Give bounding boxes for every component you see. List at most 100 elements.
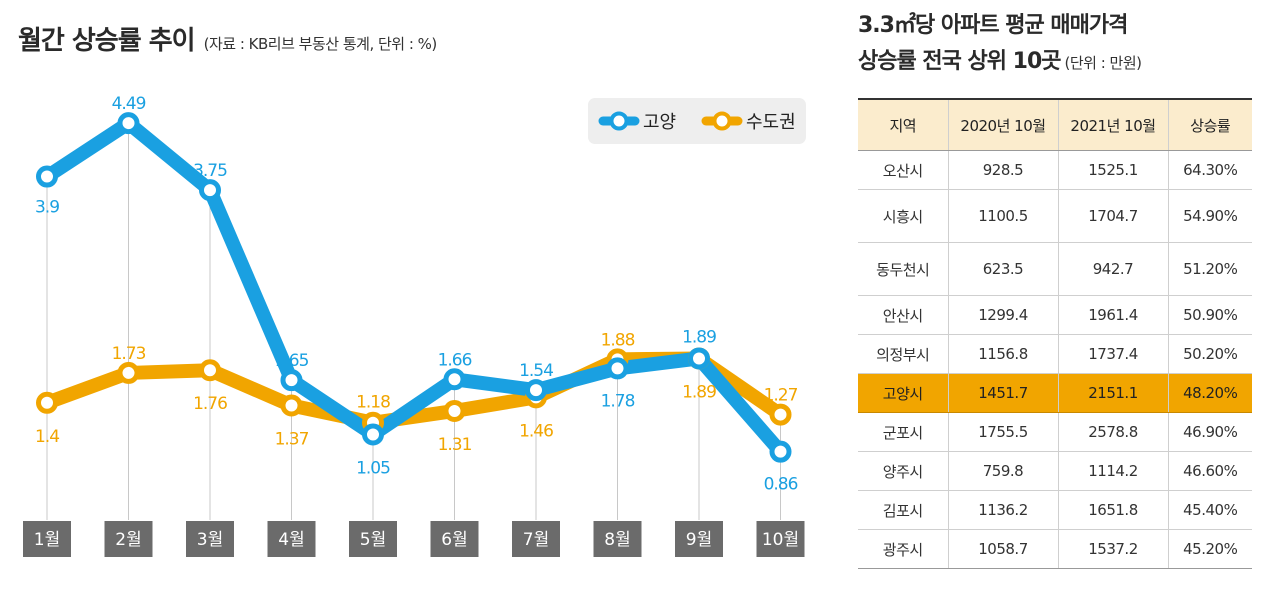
cell-rate: 50.90% [1167,295,1252,335]
cell-2021: 1651.8 [1057,490,1168,530]
table-row: 오산시 928.5 1525.1 64.30% [858,150,1252,190]
cell-2021: 1525.1 [1057,150,1168,190]
month-tick-label: 3월 [197,530,223,550]
legend: 고양 수도권 [588,98,806,144]
cell-rate: 46.60% [1167,451,1252,491]
cell-2020: 1100.5 [947,189,1058,243]
table-row: 시흥시 1100.5 1704.7 54.90% [858,189,1252,243]
month-tick: 8월 [593,521,642,557]
sudo-data-label: 1.27 [764,386,798,406]
header-2020: 2020년 10월 [947,98,1058,151]
sudo-data-label: 1.18 [356,393,390,413]
goyang-data-label: 1.54 [519,361,553,381]
sudo-data-label: 1.89 [682,382,716,402]
cell-2020: 928.5 [947,150,1058,190]
goyang-data-label: 3.9 [35,198,59,218]
goyang-data-label: 1.89 [682,327,716,347]
table-row: 의정부시 1156.8 1737.4 50.20% [858,334,1252,374]
chart-title-main: 월간 상승률 추이 [18,26,196,56]
cell-region: 김포시 [858,490,948,530]
cell-2020: 1299.4 [947,295,1058,335]
month-tick: 4월 [267,521,316,557]
table-row: 김포시 1136.2 1651.8 45.40% [858,490,1252,530]
month-tick-box [104,521,153,557]
month-tick-box [593,521,642,557]
table-row-highlight: 고양시 1451.7 2151.1 48.20% [858,373,1252,413]
goyang-point [36,165,58,188]
goyang-point [362,423,384,446]
sudo-data-label: 1.73 [112,344,146,364]
month-tick-box [756,521,805,557]
cell-2021: 1114.2 [1057,451,1168,491]
cell-2020: 1136.2 [947,490,1058,530]
month-tick-box [430,521,479,557]
sudo-data-label: 1.31 [438,435,472,455]
goyang-point [769,440,792,463]
month-tick-box [186,521,234,557]
cell-region: 동두천시 [858,242,948,296]
cell-rate: 51.20% [1167,242,1252,296]
month-tick-box [23,521,71,557]
month-tick-box [267,521,316,557]
legend-label: 수도권 [746,112,796,133]
goyang-point [525,379,547,402]
goyang-point [688,347,710,370]
sudo-data-label: 1.88 [601,330,635,350]
table-header-row: 지역 2020년 10월 2021년 10월 상승률 [858,98,1252,151]
sudo-point [769,403,792,426]
goyang-point [117,112,140,135]
goyang-point [443,368,466,391]
cell-2021: 2151.1 [1057,373,1168,413]
cell-region: 오산시 [858,150,948,190]
goyang-data-label: 1.65 [275,351,309,371]
month-tick-label: 4월 [278,530,304,550]
month-tick-label: 10월 [762,530,799,550]
table-row: 광주시 1058.7 1537.2 45.20% [858,529,1252,569]
table-unit: (단위 : 만원) [1064,54,1143,72]
month-tick-box [675,521,723,557]
cell-region: 의정부시 [858,334,948,374]
goyang-data-label: 1.78 [601,391,635,411]
month-tick-label: 9월 [686,530,712,550]
table-title: 3.3㎡당 아파트 평균 매매가격 상승률 전국 상위 10곳 (단위 : 만원) [858,8,1142,81]
chart-title: 월간 상승률 추이 (자료 : KB리브 부동산 통계, 단위 : %) [18,20,437,57]
cell-2021: 2578.8 [1057,412,1168,452]
month-tick: 9월 [675,521,723,557]
goyang-point [199,179,221,202]
sudo-data-label: 1.46 [519,421,553,441]
month-tick: 6월 [430,521,479,557]
header-region: 지역 [858,98,948,151]
cell-2020: 1156.8 [947,334,1058,374]
month-tick: 1월 [23,521,71,557]
month-tick: 3월 [186,521,234,557]
cell-2021: 1961.4 [1057,295,1168,335]
month-tick-label: 2월 [115,530,141,550]
table-row: 동두천시 623.5 942.7 51.20% [858,242,1252,296]
goyang-point [606,357,629,380]
month-tick: 5월 [349,521,397,557]
sudo-point [117,361,140,384]
goyang-data-label: 1.05 [356,458,390,478]
cell-rate: 45.20% [1167,529,1252,569]
cell-2021: 1704.7 [1057,189,1168,243]
line-chart-panel: 월간 상승률 추이 (자료 : KB리브 부동산 통계, 단위 : %) 고양 수… [18,20,806,557]
goyang-line [40,116,788,459]
cell-rate: 45.40% [1167,490,1252,530]
month-tick-box [349,521,397,557]
legend-swatch-marker [609,111,629,131]
table-row: 군포시 1755.5 2578.8 46.90% [858,412,1252,452]
cell-2021: 942.7 [1057,242,1168,296]
month-tick: 2월 [104,521,153,557]
cell-region: 광주시 [858,529,948,569]
goyang-data-label: 4.49 [112,94,146,114]
sudo-point [199,359,221,382]
month-tick-label: 8월 [604,530,630,550]
sudo-point [443,399,466,422]
cell-2020: 623.5 [947,242,1058,296]
table-title-line1: 3.3㎡당 아파트 평균 매매가격 [858,13,1128,38]
cell-2021: 1537.2 [1057,529,1168,569]
price-table: 지역 2020년 10월 2021년 10월 상승률 오산시 928.5 1525.… [858,98,1252,569]
month-tick-label: 5월 [360,530,386,550]
cell-2020: 1755.5 [947,412,1058,452]
sudo-point [36,391,58,414]
